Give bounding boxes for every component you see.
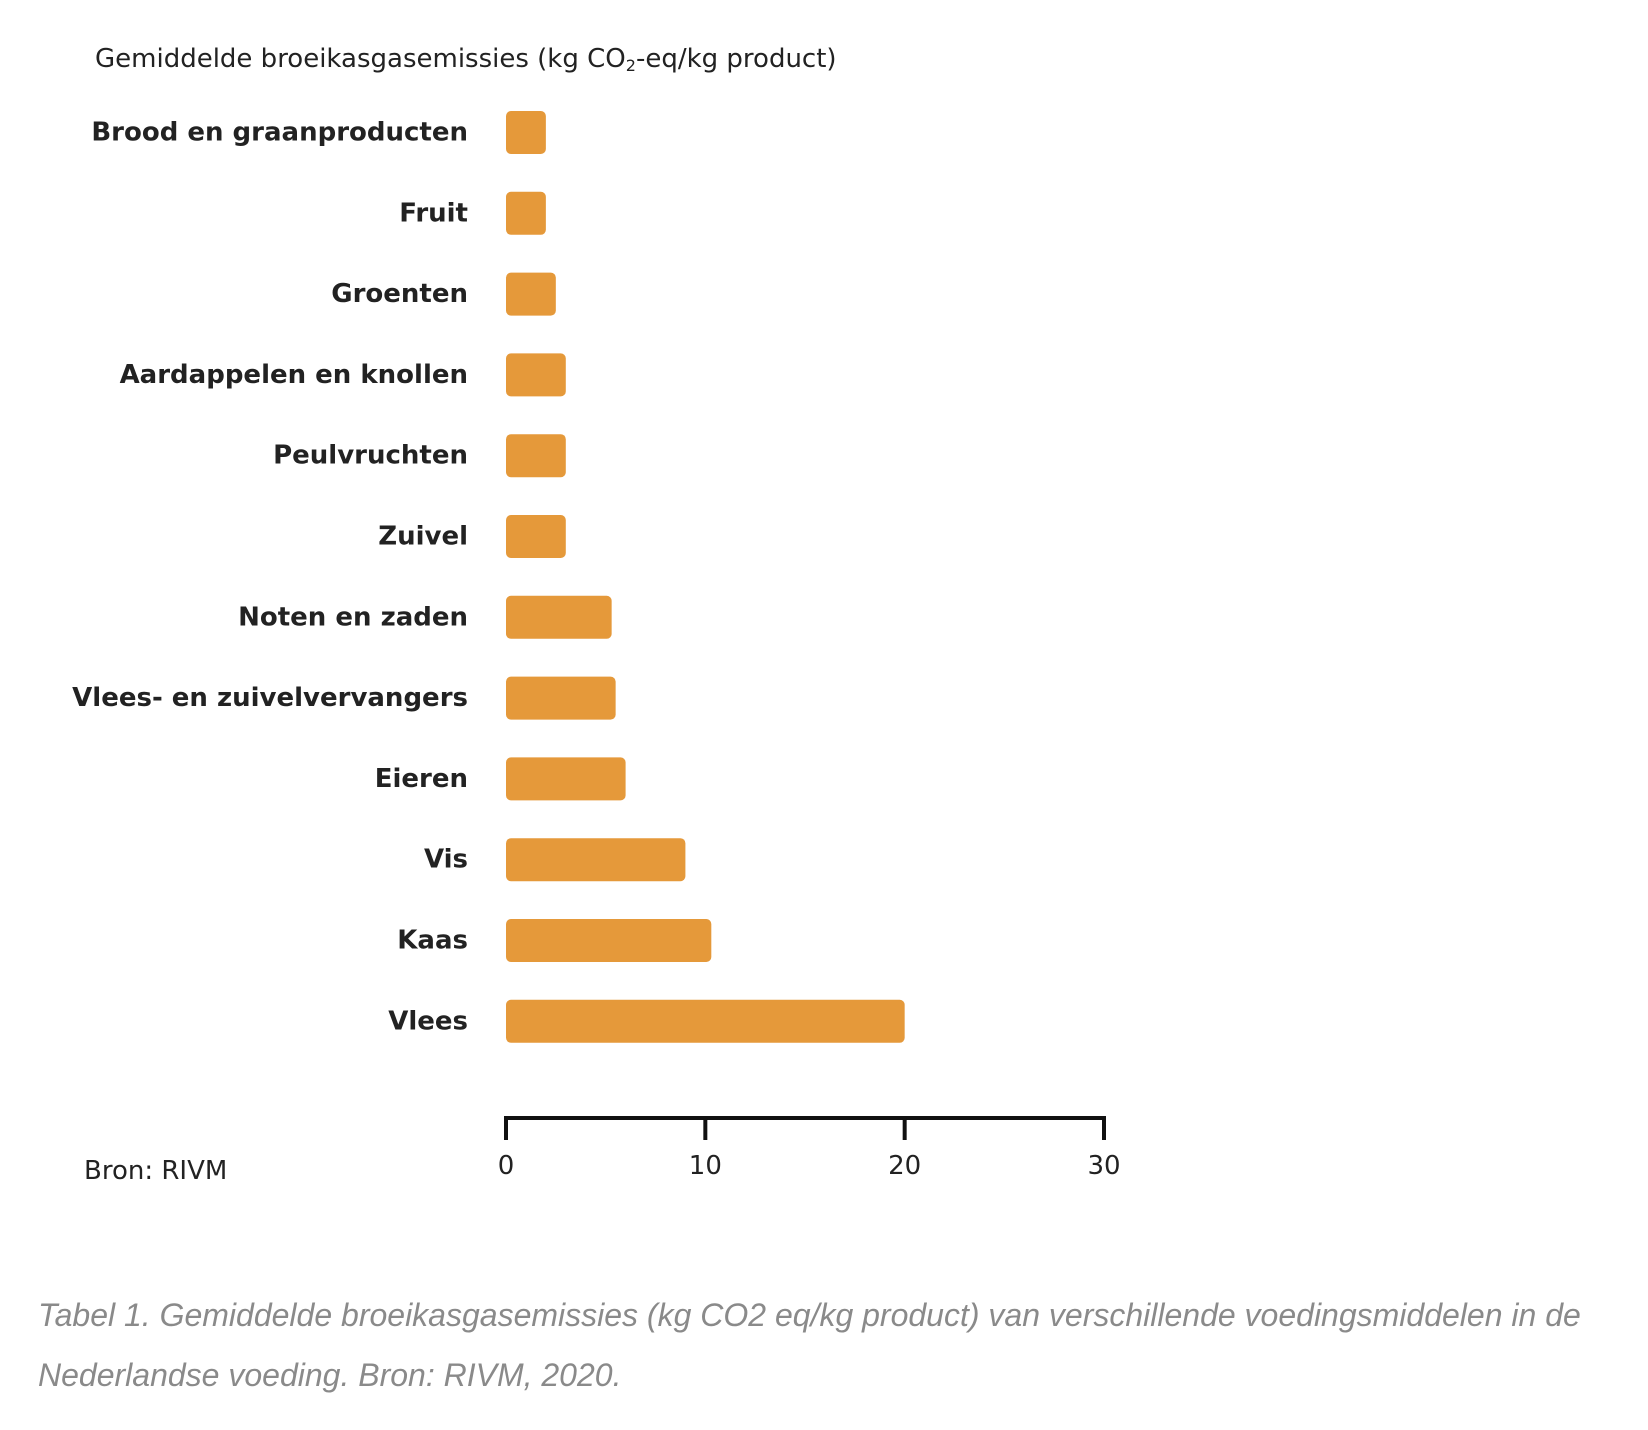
bar-2 — [506, 272, 556, 316]
category-label: Noten en zaden — [238, 602, 468, 632]
chart-title-suffix: -eq/kg product) — [635, 44, 837, 74]
category-labels: Brood en graanproducten Fruit Groenten Aard… — [72, 118, 468, 1037]
category-label: Vis — [424, 845, 468, 875]
bars-group — [506, 111, 905, 1043]
category-label: Vlees — [388, 1006, 468, 1036]
bar-7 — [506, 676, 616, 720]
bar-9 — [506, 838, 686, 882]
chart-title-subscript: 2 — [625, 56, 636, 75]
figure-caption: Tabel 1. Gemiddelde broeikasgasemissies … — [38, 1297, 1581, 1393]
bar-8 — [506, 757, 626, 801]
category-label: Peulvruchten — [273, 441, 468, 471]
bar-chart: Brood en graanproducten Fruit Groenten Aard… — [72, 111, 1121, 1181]
category-label: Aardappelen en knollen — [120, 360, 468, 390]
category-label: Brood en graanproducten — [91, 118, 468, 148]
bar-11 — [506, 999, 905, 1043]
category-label: Eieren — [375, 764, 468, 794]
source-note: Bron: RIVM — [84, 1156, 228, 1186]
x-tick-label: 0 — [498, 1151, 515, 1181]
x-tick-label: 30 — [1087, 1151, 1120, 1181]
category-label: Groenten — [331, 279, 468, 309]
category-label: Kaas — [397, 926, 468, 956]
x-tick-label: 10 — [689, 1151, 722, 1181]
chart-title-prefix: Gemiddelde broeikasgasemissies (kg CO — [95, 44, 626, 74]
category-label: Vlees- en zuivelvervangers — [72, 683, 468, 713]
bar-3 — [506, 353, 566, 397]
x-tick-label: 20 — [888, 1151, 921, 1181]
chart-title: Gemiddelde broeikasgasemissies (kg CO2-e… — [95, 44, 837, 75]
bar-5 — [506, 515, 566, 558]
x-axis: 0 10 20 30 — [498, 1116, 1121, 1181]
bar-1 — [506, 191, 546, 235]
category-label: Fruit — [399, 198, 468, 228]
bar-4 — [506, 434, 566, 478]
bar-6 — [506, 595, 612, 639]
bar-10 — [506, 919, 712, 962]
bar-0 — [506, 111, 546, 154]
category-label: Zuivel — [378, 522, 468, 552]
